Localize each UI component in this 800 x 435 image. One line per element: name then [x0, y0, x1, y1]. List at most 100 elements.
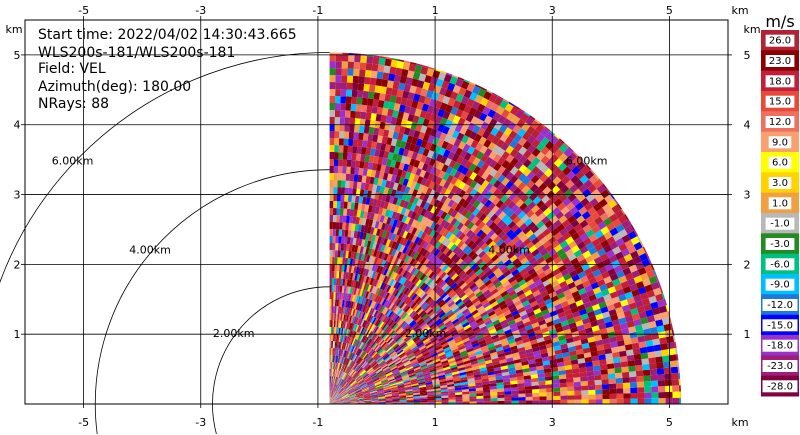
velocity-cell	[329, 398, 335, 404]
velocity-cell	[479, 205, 488, 214]
velocity-cell	[436, 93, 445, 103]
velocity-cell	[406, 327, 413, 334]
velocity-cell	[486, 133, 496, 142]
velocity-cell	[353, 287, 357, 295]
velocity-cell	[332, 320, 335, 328]
velocity-cell	[352, 371, 358, 378]
velocity-cell	[354, 364, 360, 371]
velocity-cell	[506, 209, 515, 218]
velocity-cell	[365, 197, 371, 205]
velocity-cell	[350, 380, 356, 386]
velocity-cell	[337, 243, 342, 251]
velocity-cell	[524, 378, 532, 383]
velocity-cell	[529, 271, 539, 279]
velocity-cell	[365, 233, 370, 241]
velocity-cell	[532, 289, 541, 297]
velocity-cell	[511, 400, 519, 404]
velocity-cell	[471, 297, 480, 305]
velocity-cell	[329, 400, 336, 404]
velocity-cell	[412, 335, 420, 342]
velocity-cell	[405, 387, 413, 391]
velocity-cell	[437, 299, 445, 306]
velocity-cell	[398, 319, 405, 326]
velocity-cell	[558, 143, 569, 153]
velocity-cell	[482, 386, 490, 391]
velocity-cell	[517, 379, 525, 384]
velocity-cell	[341, 372, 346, 379]
velocity-cell	[469, 171, 478, 181]
velocity-cell	[373, 378, 380, 383]
velocity-cell	[395, 359, 402, 365]
velocity-cell	[503, 384, 511, 389]
velocity-cell	[377, 370, 384, 376]
velocity-cell	[552, 299, 561, 307]
velocity-cell	[363, 391, 370, 395]
velocity-cell	[514, 261, 523, 269]
velocity-cell	[330, 390, 332, 397]
velocity-cell	[357, 378, 364, 383]
velocity-cell	[484, 292, 493, 299]
velocity-cell	[338, 378, 343, 386]
velocity-cell	[362, 352, 368, 360]
velocity-cell	[451, 371, 460, 375]
velocity-cell	[587, 336, 596, 343]
colorbar-label-bg	[765, 75, 795, 88]
velocity-cell	[345, 250, 349, 259]
velocity-cell	[354, 388, 362, 393]
velocity-cell	[343, 401, 351, 403]
velocity-cell	[415, 316, 422, 323]
velocity-cell	[583, 202, 593, 211]
velocity-cell	[450, 106, 459, 116]
velocity-cell	[453, 170, 462, 179]
velocity-cell	[423, 305, 431, 312]
velocity-cell	[631, 269, 641, 279]
velocity-cell	[644, 334, 653, 342]
velocity-cell	[381, 157, 388, 166]
velocity-cell	[347, 300, 351, 308]
velocity-cell	[329, 397, 333, 404]
velocity-cell	[398, 387, 406, 391]
velocity-cell	[553, 232, 563, 241]
velocity-cell	[347, 336, 351, 344]
velocity-cell	[385, 269, 391, 277]
velocity-cell	[411, 78, 419, 87]
velocity-cell	[414, 182, 421, 191]
velocity-cell	[336, 215, 340, 223]
velocity-cell	[526, 328, 535, 335]
velocity-cell	[339, 285, 343, 293]
velocity-cell	[329, 398, 335, 404]
velocity-cell	[510, 204, 520, 213]
velocity-cell	[350, 315, 354, 323]
velocity-cell	[439, 301, 446, 308]
velocity-cell	[405, 194, 412, 203]
velocity-cell	[461, 335, 469, 341]
velocity-cell	[344, 374, 350, 381]
velocity-cell	[524, 275, 533, 283]
velocity-cell	[333, 201, 337, 209]
velocity-cell	[661, 293, 666, 300]
velocity-cell	[416, 318, 424, 325]
velocity-cell	[586, 370, 595, 377]
velocity-cell	[440, 357, 448, 363]
velocity-cell	[466, 347, 474, 353]
velocity-cell	[607, 286, 617, 294]
velocity-cell	[489, 168, 498, 177]
velocity-cell	[463, 104, 472, 114]
velocity-cell	[506, 112, 516, 122]
velocity-cell	[632, 256, 642, 265]
velocity-cell	[398, 213, 404, 222]
velocity-cell	[374, 303, 380, 311]
velocity-cell	[590, 320, 599, 328]
velocity-cell	[360, 224, 366, 233]
velocity-cell	[343, 300, 347, 308]
velocity-cell	[376, 135, 383, 144]
velocity-cell	[377, 64, 385, 73]
velocity-cell	[442, 229, 450, 238]
velocity-cell	[495, 310, 504, 317]
velocity-cell	[346, 166, 351, 174]
velocity-cell	[366, 347, 372, 354]
velocity-cell	[606, 236, 616, 245]
velocity-cell	[621, 220, 631, 229]
y-tick-label-left: 3	[14, 189, 21, 202]
velocity-cell	[592, 179, 603, 189]
